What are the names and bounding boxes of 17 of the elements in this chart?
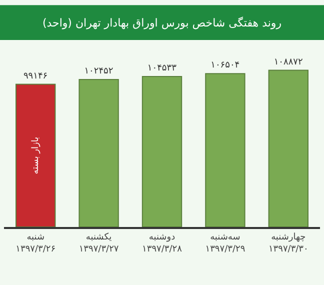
data-label: ۱۰۸۸۷۲ xyxy=(274,57,303,68)
x-tick-label: یکشنبه ۱۳۹۷/۳/۲۷ xyxy=(78,232,119,254)
bar xyxy=(78,78,119,227)
data-label: ۱۰۶۵۰۴ xyxy=(210,60,240,71)
bar xyxy=(268,70,308,227)
data-label: ۹۹۱۴۶ xyxy=(23,71,48,82)
data-label: ۱۰۴۵۳۳ xyxy=(147,64,177,74)
bar xyxy=(142,76,182,227)
annotation: بازار بسته xyxy=(30,136,41,174)
x-tick-label: چهارشنبه ۱۳۹۷/۳/۳۰ xyxy=(268,232,308,254)
chart-title: روند هفتگی شاخص بورس اوراق بهادار تهران (واحد) xyxy=(42,16,282,30)
x-tick-label: شنبه ۱۳۹۷/۳/۲۶ xyxy=(16,232,56,254)
bar xyxy=(16,84,56,227)
data-label: ۱۰۲۴۵۲ xyxy=(84,66,114,76)
bar xyxy=(205,73,246,227)
x-tick-label: دوشنبه ۱۳۹۷/۳/۲۸ xyxy=(142,232,182,254)
x-tick-label: سه‌شنبه ۱۳۹۷/۳/۲۹ xyxy=(205,232,246,254)
